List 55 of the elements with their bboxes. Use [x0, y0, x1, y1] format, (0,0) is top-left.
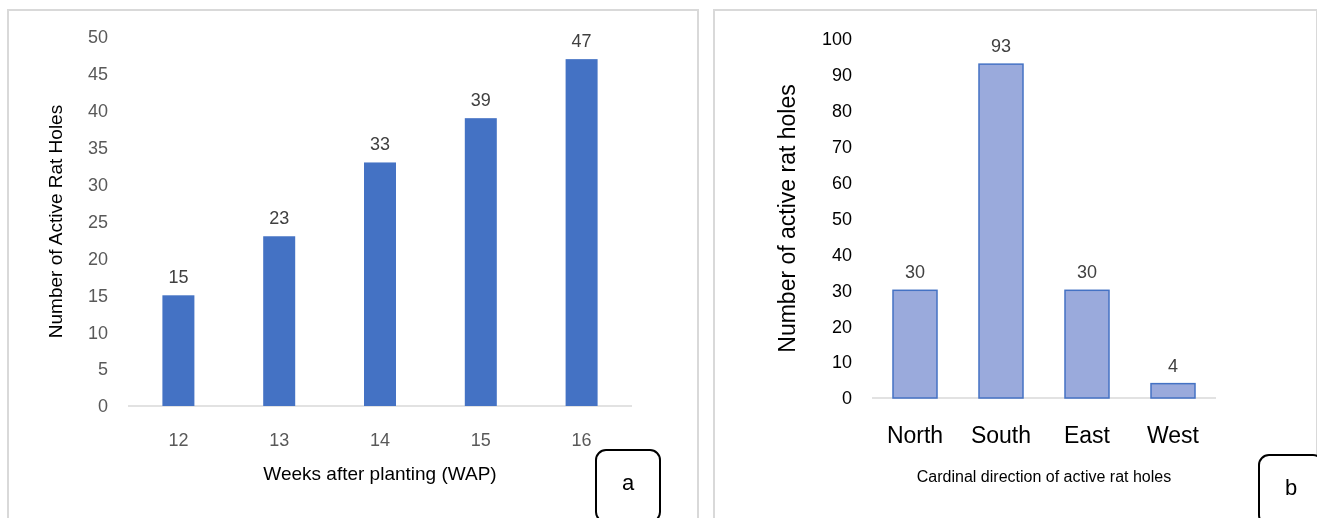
- y-tick-label: 70: [831, 137, 852, 157]
- x-tick-label: East: [1063, 422, 1111, 448]
- y-tick-label: 45: [87, 64, 108, 85]
- data-label: 47: [571, 31, 592, 52]
- y-tick-label: 25: [87, 211, 108, 232]
- text: a: [621, 470, 635, 495]
- x-tick-label: West: [1147, 422, 1200, 448]
- data-label: 30: [904, 262, 926, 283]
- y-tick-label: 20: [87, 248, 108, 269]
- bar: [565, 59, 598, 406]
- y-tick-label: 0: [97, 396, 108, 417]
- bar: [978, 63, 1024, 399]
- y-tick-label: 15: [87, 285, 108, 306]
- bar: [1150, 382, 1196, 399]
- y-tick-label: 50: [831, 208, 852, 229]
- y-tick-label: 10: [87, 322, 108, 343]
- x-tick-label: 16: [571, 430, 592, 450]
- x-tick-label: North: [886, 422, 944, 448]
- y-tick-label: 35: [87, 138, 108, 158]
- data-label: 30: [1076, 262, 1098, 283]
- bar: [892, 289, 938, 399]
- data-label: 23: [269, 208, 290, 229]
- y-tick-label: 5: [97, 359, 108, 380]
- bar: [263, 236, 296, 406]
- bar: [162, 295, 195, 406]
- text: b: [1284, 475, 1298, 500]
- x-tick-label: South: [970, 422, 1032, 448]
- data-label: 93: [990, 36, 1012, 57]
- data-label: 4: [1167, 355, 1179, 376]
- y-axis-title: Number of active rat holes: [774, 84, 800, 353]
- x-axis-title: Weeks after planting (WAP): [263, 463, 497, 484]
- x-tick-label: 14: [369, 430, 391, 450]
- y-tick-label: 100: [821, 29, 852, 50]
- y-axis-title: Number of Active Rat Holes: [45, 104, 66, 339]
- bar: [364, 162, 396, 406]
- y-tick-label: 10: [831, 352, 852, 373]
- x-axis-title: Cardinal direction of active rat holes: [916, 468, 1172, 485]
- y-tick-label: 30: [87, 174, 108, 195]
- x-tick-label: 12: [168, 430, 189, 450]
- y-tick-label: 20: [831, 316, 852, 337]
- y-tick-label: 30: [831, 280, 852, 301]
- x-tick-label: 15: [470, 430, 491, 450]
- y-tick-label: 90: [831, 65, 852, 86]
- x-tick-label: 13: [269, 430, 290, 450]
- y-tick-label: 80: [831, 101, 852, 122]
- bar: [1064, 289, 1110, 399]
- y-tick-label: 40: [87, 101, 108, 122]
- y-tick-label: 0: [841, 388, 852, 409]
- data-label: 39: [470, 90, 491, 111]
- y-tick-label: 50: [87, 27, 108, 48]
- data-label: 33: [369, 134, 391, 155]
- bar: [464, 118, 497, 406]
- y-tick-label: 40: [831, 244, 852, 265]
- y-tick-label: 60: [831, 172, 852, 193]
- data-label: 15: [168, 267, 189, 288]
